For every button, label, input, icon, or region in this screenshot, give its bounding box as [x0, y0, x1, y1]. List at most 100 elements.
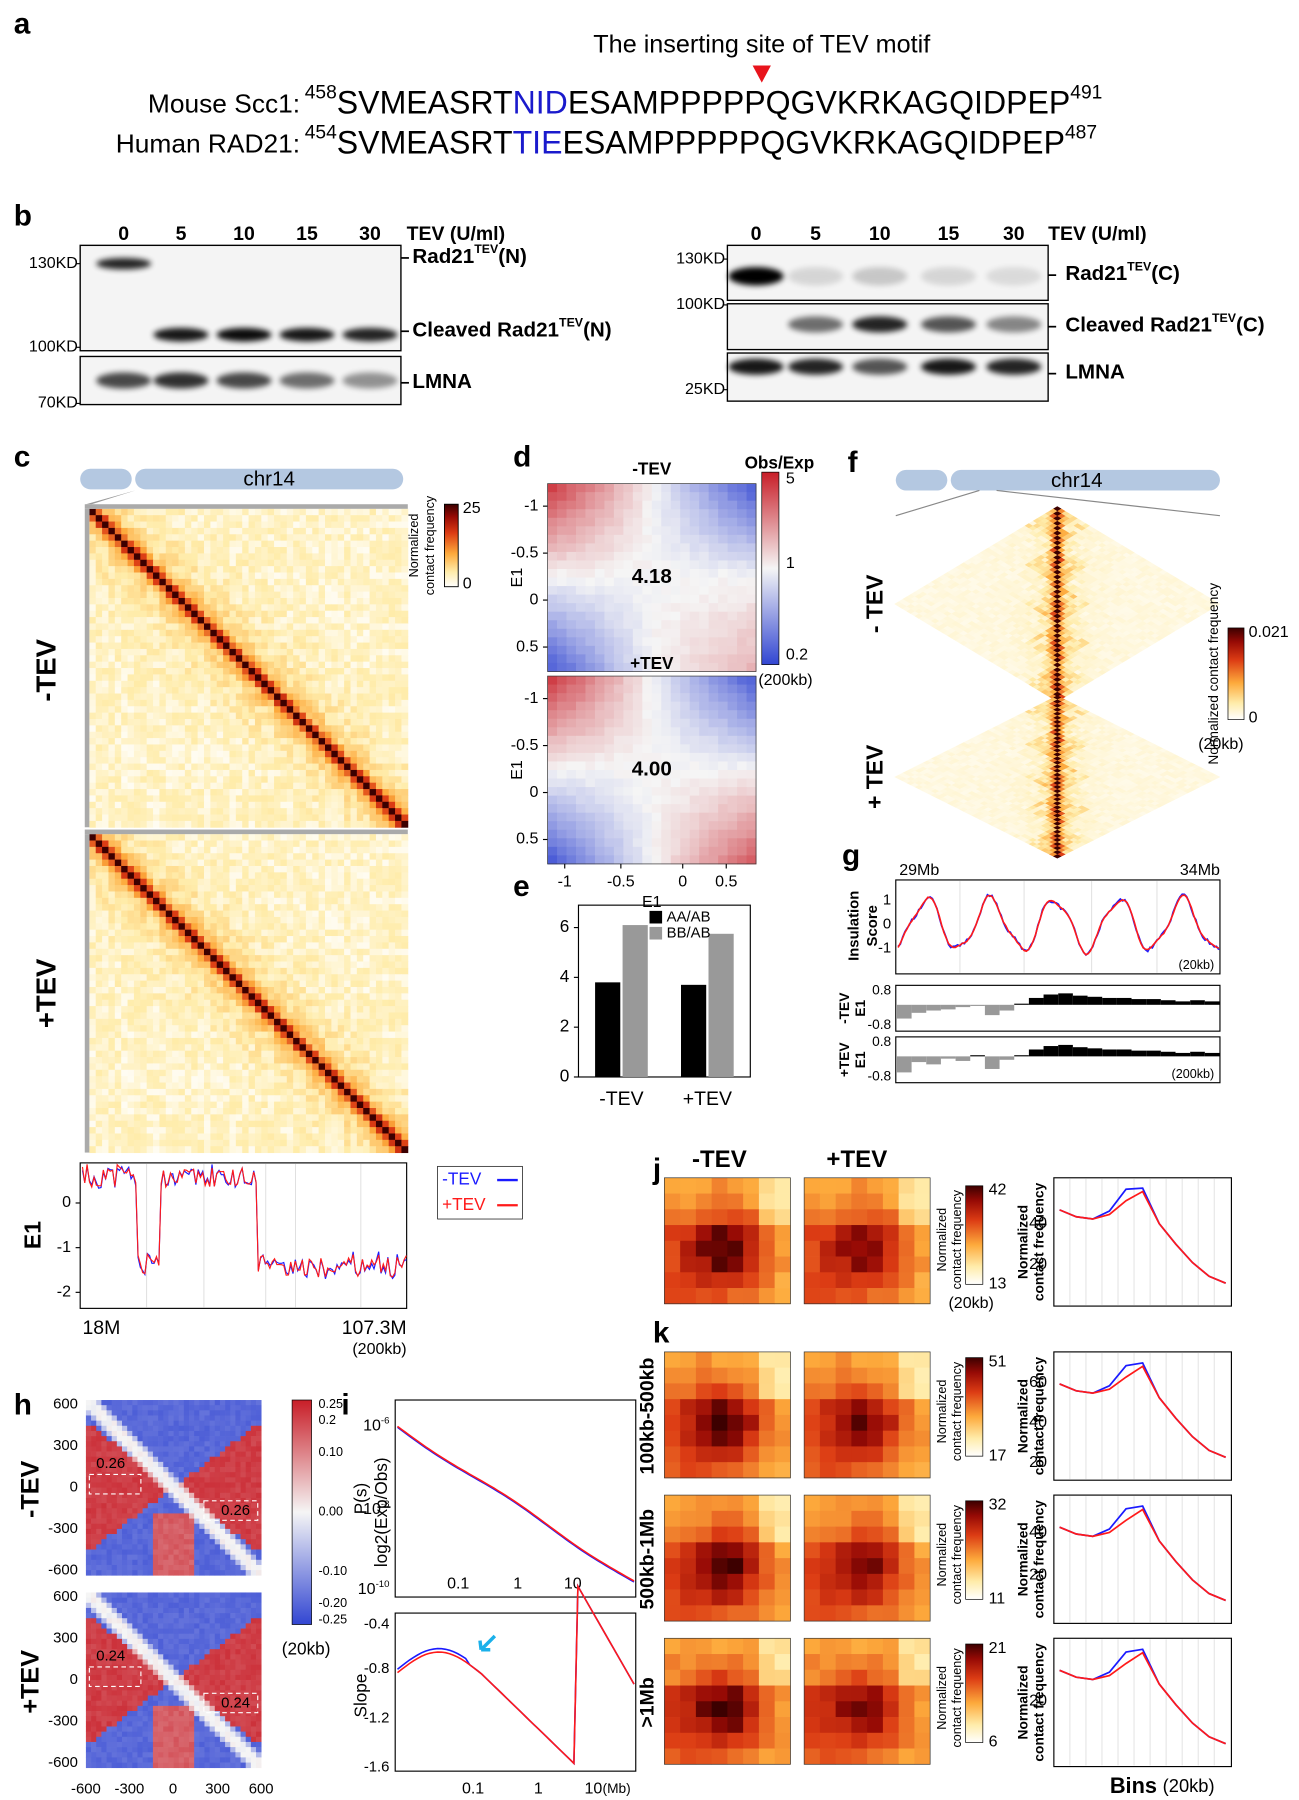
- heatmap-cell: [172, 789, 179, 796]
- heatmap-cell: [350, 744, 357, 751]
- heatmap-cell: [198, 834, 205, 841]
- heatmap-cell: [217, 611, 224, 618]
- heatmap-cell: [287, 885, 294, 892]
- heatmap-cell: [280, 1032, 287, 1039]
- heatmap-cell: [319, 815, 326, 822]
- heatmap-cell: [274, 789, 281, 796]
- heatmap-cell: [389, 560, 396, 567]
- heatmap-cell: [325, 898, 332, 905]
- heatmap-cell: [236, 904, 243, 911]
- heatmap-cell: [280, 1038, 287, 1045]
- heatmap-cell: [300, 738, 307, 745]
- heatmap-cell: [395, 757, 402, 764]
- heatmap-cell: [134, 1019, 141, 1026]
- heatmap-cell: [382, 1063, 389, 1070]
- heatmap-cell: [306, 783, 313, 790]
- heatmap-cell: [140, 847, 147, 854]
- heatmap-cell: [293, 700, 300, 707]
- heatmap-cell: [280, 891, 287, 898]
- heatmap-cell: [210, 1019, 217, 1026]
- heatmap-cell: [147, 987, 154, 994]
- heatmap-cell: [306, 553, 313, 560]
- heatmap-cell: [249, 885, 256, 892]
- heatmap-cell: [255, 1121, 262, 1128]
- heatmap-cell: [134, 962, 141, 969]
- heatmap-cell: [153, 1044, 160, 1051]
- heatmap-cell: [382, 1089, 389, 1096]
- heatmap-cell: [229, 1089, 236, 1096]
- heatmap-cell: [331, 617, 338, 624]
- heatmap-cell: [210, 630, 217, 637]
- heatmap-cell: [274, 617, 281, 624]
- heatmap-cell: [115, 560, 122, 567]
- heatmap-cell: [319, 783, 326, 790]
- heatmap-cell: [389, 802, 396, 809]
- heatmap-cell: [376, 662, 383, 669]
- heatmap-cell: [229, 1063, 236, 1070]
- heatmap-cell: [115, 930, 122, 937]
- heatmap-cell: [140, 1025, 147, 1032]
- heatmap-cell: [382, 598, 389, 605]
- heatmap-cell: [102, 706, 109, 713]
- heatmap-cell: [96, 592, 103, 599]
- heatmap-cell: [370, 885, 377, 892]
- heatmap-cell: [350, 738, 357, 745]
- heatmap-cell: [96, 993, 103, 1000]
- heatmap-cell: [331, 623, 338, 630]
- heatmap-cell: [293, 776, 300, 783]
- heatmap-cell: [102, 981, 109, 988]
- heatmap-cell: [179, 604, 186, 611]
- heatmap-cell: [312, 1095, 319, 1102]
- heatmap-cell: [319, 879, 326, 886]
- heatmap-cell: [159, 534, 166, 541]
- heatmap-cell: [108, 764, 115, 771]
- heatmap-cell: [198, 553, 205, 560]
- heatmap-cell: [350, 872, 357, 879]
- heatmap-cell: [300, 1133, 307, 1140]
- heatmap-cell: [312, 936, 319, 943]
- heatmap-cell: [147, 815, 154, 822]
- heatmap-cell: [198, 917, 205, 924]
- heatmap-cell: [198, 623, 205, 630]
- heatmap-cell: [325, 783, 332, 790]
- heatmap-cell: [280, 930, 287, 937]
- heatmap-cell: [331, 841, 338, 848]
- heatmap-cell: [185, 885, 192, 892]
- heatmap-cell: [306, 515, 313, 522]
- heatmap-cell: [261, 719, 268, 726]
- heatmap-cell: [185, 853, 192, 860]
- text-part: Rad21: [1065, 263, 1127, 286]
- heatmap-cell: [370, 623, 377, 630]
- heatmap-cell: [249, 706, 256, 713]
- heatmap-cell: [121, 738, 128, 745]
- heatmap-cell: [395, 1083, 402, 1090]
- heatmap-cell: [395, 885, 402, 892]
- heatmap-cell: [261, 604, 268, 611]
- heatmap-cell: [229, 687, 236, 694]
- heatmap-cell: [338, 604, 345, 611]
- heatmap-cell: [223, 738, 230, 745]
- heatmap-cell: [223, 623, 230, 630]
- heatmap-cell: [166, 1063, 173, 1070]
- heatmap-cell: [102, 853, 109, 860]
- heatmap-cell: [338, 534, 345, 541]
- heatmap-cell: [357, 713, 364, 720]
- heatmap-cell: [325, 764, 332, 771]
- heatmap-cell: [128, 604, 135, 611]
- heatmap-cell: [89, 981, 96, 988]
- heatmap-cell: [89, 1038, 96, 1045]
- text-part: (C): [1236, 314, 1265, 337]
- heatmap-cell: [102, 522, 109, 529]
- heatmap-cell: [306, 617, 313, 624]
- heatmap-cell: [306, 853, 313, 860]
- heatmap-cell: [350, 585, 357, 592]
- heatmap-cell: [204, 802, 211, 809]
- heatmap-cell: [210, 1076, 217, 1083]
- heatmap-cell: [166, 930, 173, 937]
- superscript: 491: [1070, 82, 1102, 103]
- heatmap-cell: [236, 949, 243, 956]
- heatmap-cell: [401, 879, 408, 886]
- heatmap-cell: [153, 847, 160, 854]
- heatmap-cell: [274, 547, 281, 554]
- heatmap-cell: [319, 1121, 326, 1128]
